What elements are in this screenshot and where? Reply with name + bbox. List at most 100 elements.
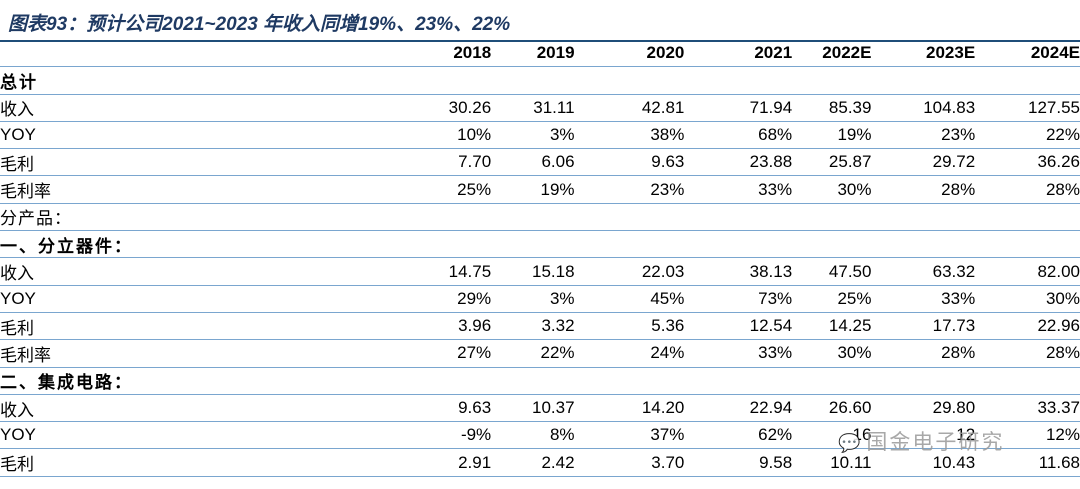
value-cell: 30.26 <box>416 94 492 122</box>
column-header: 2024E <box>975 40 1080 68</box>
value-cell: 42.81 <box>574 94 685 122</box>
value-cell: 29.80 <box>871 394 976 423</box>
value-cell: 19% <box>491 175 575 204</box>
value-cell: 3% <box>491 285 575 313</box>
value-cell: 30% <box>975 285 1080 313</box>
value-cell: 5.36 <box>574 312 685 341</box>
value-cell: 26.60 <box>792 394 872 423</box>
value-cell: 28% <box>975 339 1080 368</box>
value-cell <box>574 230 685 259</box>
value-cell: 11.68 <box>975 448 1080 477</box>
value-cell: 30% <box>792 175 872 204</box>
value-cell: 25.87 <box>792 148 872 177</box>
section-label: 一、分立器件： <box>0 230 417 259</box>
value-cell: 47.50 <box>792 257 872 286</box>
value-cell: 71.94 <box>684 94 793 122</box>
table-row: 一、分立器件： <box>0 230 1080 259</box>
figure-title: 图表93：预计公司2021~2023 年收入同增19%、23%、22% <box>8 14 511 35</box>
value-cell: 22.96 <box>975 312 1080 341</box>
value-cell: 14.20 <box>574 394 685 423</box>
watermark-text: 国金电子研究 <box>866 430 1005 454</box>
column-header: 2022E <box>792 40 872 68</box>
value-cell: 29% <box>416 285 492 313</box>
table-row: 毛利 3.96 3.32 5.36 12.54 14.25 17.73 22.96 <box>0 312 1080 341</box>
row-label: 毛利 <box>0 448 417 477</box>
value-cell <box>792 203 872 232</box>
table-row: YOY 10% 3% 38% 68% 19% 23% 22% <box>0 121 1080 150</box>
value-cell <box>416 203 492 232</box>
value-cell: 7.70 <box>416 148 492 177</box>
title-bar: 图表93：预计公司2021~2023 年收入同增19%、23%、22% <box>0 0 1080 42</box>
value-cell: 22.94 <box>684 394 793 423</box>
value-cell: 33% <box>684 175 793 204</box>
value-cell: 23% <box>871 121 976 150</box>
table-row: 二、集成电路： <box>0 367 1080 395</box>
value-cell <box>574 66 685 95</box>
value-cell: 25% <box>792 285 872 313</box>
value-cell: 3.32 <box>491 312 575 341</box>
row-label: 收入 <box>0 94 417 122</box>
table-row: 毛利 2.91 2.42 3.70 9.58 10.11 10.43 11.68 <box>0 448 1080 477</box>
row-label: 收入 <box>0 394 417 423</box>
value-cell: 23% <box>574 175 685 204</box>
value-cell: 45% <box>574 285 685 313</box>
table-row: 收入 9.63 10.37 14.20 22.94 26.60 29.80 33.37 <box>0 394 1080 423</box>
value-cell <box>416 66 492 95</box>
column-header: 2021 <box>684 40 793 68</box>
value-cell <box>684 66 793 95</box>
table-row: 收入 30.26 31.11 42.81 71.94 85.39 104.83 127.55 <box>0 94 1080 122</box>
value-cell: -9% <box>416 421 492 450</box>
column-header: 2020 <box>574 40 685 68</box>
value-cell <box>871 230 976 259</box>
value-cell: 8% <box>491 421 575 450</box>
value-cell: 104.83 <box>871 94 976 122</box>
table-body: 总计 收入 30.26 31.11 42.81 71.94 85.39 104.83 127.5… <box>0 66 1080 477</box>
value-cell: 2.91 <box>416 448 492 477</box>
value-cell <box>684 230 793 259</box>
value-cell: 19% <box>792 121 872 150</box>
value-cell: 9.58 <box>684 448 793 477</box>
value-cell <box>574 203 685 232</box>
value-cell: 10.43 <box>871 448 976 477</box>
value-cell: 62% <box>684 421 793 450</box>
value-cell: 17.73 <box>871 312 976 341</box>
row-label: 毛利 <box>0 312 417 341</box>
section-label: 二、集成电路： <box>0 367 417 395</box>
financial-table: 2018 2019 2020 2021 2022E 2023E 2024E 总计… <box>0 40 1080 477</box>
row-label: YOY <box>0 285 417 313</box>
value-cell <box>684 367 793 395</box>
value-cell: 10.37 <box>491 394 575 423</box>
value-cell <box>975 203 1080 232</box>
value-cell <box>491 367 575 395</box>
value-cell: 38% <box>574 121 685 150</box>
table-row: 收入 14.75 15.18 22.03 38.13 47.50 63.32 82.00 <box>0 257 1080 286</box>
value-cell: 27% <box>416 339 492 368</box>
value-cell <box>871 367 976 395</box>
value-cell: 12.54 <box>684 312 793 341</box>
value-cell: 22.03 <box>574 257 685 286</box>
value-cell <box>684 203 793 232</box>
value-cell: 25% <box>416 175 492 204</box>
value-cell: 68% <box>684 121 793 150</box>
column-header: 2019 <box>491 40 575 68</box>
value-cell: 2.42 <box>491 448 575 477</box>
section-label: 总计 <box>0 66 417 95</box>
value-cell: 14.75 <box>416 257 492 286</box>
value-cell: 127.55 <box>975 94 1080 122</box>
value-cell: 28% <box>871 175 976 204</box>
watermark: 💬 国金电子研究 <box>838 426 1004 456</box>
value-cell: 3.96 <box>416 312 492 341</box>
row-label: YOY <box>0 121 417 150</box>
value-cell <box>792 230 872 259</box>
value-cell: 28% <box>975 175 1080 204</box>
section-label: 分产品： <box>0 203 417 232</box>
header-row: 2018 2019 2020 2021 2022E 2023E 2024E <box>0 40 1080 68</box>
value-cell <box>792 66 872 95</box>
value-cell <box>792 367 872 395</box>
value-cell: 3.70 <box>574 448 685 477</box>
value-cell: 16 <box>792 421 872 450</box>
value-cell: 14.25 <box>792 312 872 341</box>
row-label: 收入 <box>0 257 417 286</box>
table-row: 毛利 7.70 6.06 9.63 23.88 25.87 29.72 36.26 <box>0 148 1080 177</box>
row-label: 毛利率 <box>0 175 417 204</box>
